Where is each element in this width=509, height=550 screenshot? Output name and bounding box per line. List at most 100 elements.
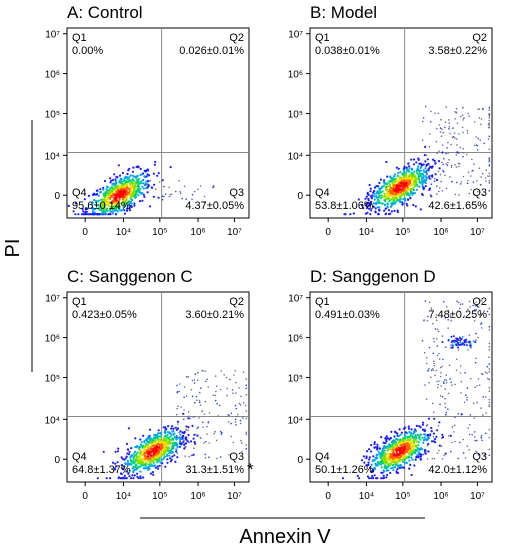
scatter-point <box>445 152 447 155</box>
scatter-point <box>214 375 217 377</box>
scatter-point <box>375 456 379 459</box>
scatter-point <box>487 175 489 177</box>
scatter-point <box>208 412 211 414</box>
scatter-point <box>117 199 120 202</box>
scatter-point <box>198 399 201 402</box>
scatter-point <box>383 209 386 212</box>
scatter-point <box>381 454 384 457</box>
scatter-point <box>183 418 185 421</box>
scatter-point <box>416 172 419 175</box>
scatter-point <box>188 455 190 458</box>
scatter-point <box>156 434 159 437</box>
quadrant-label-q3: Q3 <box>229 451 244 463</box>
scatter-point <box>103 194 106 197</box>
scatter-point <box>137 185 140 188</box>
scatter-point <box>403 439 406 442</box>
scatter-point <box>109 187 112 190</box>
scatter-point <box>219 456 222 458</box>
scatter-point <box>466 132 469 134</box>
scatter-point <box>488 109 491 111</box>
scatter-point <box>216 457 218 460</box>
scatter-point <box>372 469 375 472</box>
scatter-point <box>416 169 419 172</box>
scatter-point <box>430 307 433 309</box>
scatter-point <box>444 126 446 129</box>
scatter-point <box>454 440 456 443</box>
scatter-point <box>397 456 400 460</box>
scatter-point <box>423 452 426 454</box>
scatter-point <box>421 339 424 342</box>
scatter-point <box>390 186 393 190</box>
scatter-point <box>136 461 140 464</box>
y-tick-label: 10⁵ <box>288 110 303 121</box>
scatter-point <box>398 459 401 462</box>
scatter-point <box>463 341 466 344</box>
scatter-point <box>417 165 420 168</box>
scatter-point <box>215 201 217 203</box>
scatter-point <box>232 441 235 444</box>
scatter-point <box>136 472 139 475</box>
quadrant-value-q2: 3.58±0.22% <box>428 45 487 57</box>
scatter-point <box>472 315 474 318</box>
scatter-point <box>170 447 173 450</box>
scatter-point <box>410 158 413 161</box>
scatter-point <box>128 176 131 179</box>
scatter-point <box>468 334 471 337</box>
scatter-point <box>132 179 135 182</box>
scatter-point <box>430 183 433 185</box>
scatter-point <box>404 447 407 450</box>
scatter-point <box>138 447 141 450</box>
scatter-point <box>98 191 102 194</box>
scatter-point <box>398 428 401 431</box>
scatter-point <box>425 179 428 182</box>
scatter-point <box>157 432 160 435</box>
scatter-point <box>376 445 379 448</box>
scatter-point <box>423 449 426 453</box>
scatter-point <box>132 477 135 480</box>
scatter-point <box>463 315 466 317</box>
scatter-point <box>376 190 379 193</box>
scatter-point <box>72 210 75 213</box>
scatter-point <box>87 194 90 197</box>
scatter-point <box>409 463 412 466</box>
scatter-point <box>135 446 138 449</box>
scatter-point <box>387 463 390 466</box>
scatter-point <box>375 196 378 199</box>
scatter-point <box>155 436 159 439</box>
scatter-point <box>438 187 441 189</box>
scatter-point <box>438 421 441 424</box>
scatter-point <box>136 466 139 469</box>
scatter-point <box>131 474 134 477</box>
scatter-point <box>164 426 167 429</box>
scatter-point <box>95 200 98 203</box>
scatter-point <box>431 174 434 177</box>
scatter-point <box>474 341 477 344</box>
scatter-point <box>434 177 436 180</box>
panel-title: C: Sanggenon C <box>67 267 193 286</box>
scatter-point <box>393 188 396 191</box>
scatter-point <box>123 198 126 201</box>
scatter-point <box>96 477 99 480</box>
scatter-point <box>391 454 394 458</box>
panel-title: B: Model <box>310 3 377 22</box>
scatter-point <box>114 198 117 201</box>
scatter-point <box>389 452 392 456</box>
scatter-point <box>84 211 87 214</box>
scatter-point <box>389 467 393 470</box>
scatter-point <box>443 157 445 160</box>
scatter-point <box>123 458 126 461</box>
scatter-point <box>365 455 368 458</box>
scatter-point <box>383 195 386 198</box>
scatter-point <box>440 135 443 137</box>
scatter-point <box>109 177 112 180</box>
scatter-point <box>389 471 392 475</box>
scatter-point <box>365 457 368 460</box>
scatter-point <box>422 421 425 424</box>
scatter-point <box>93 208 96 211</box>
scatter-point <box>395 470 398 473</box>
scatter-point <box>206 433 208 436</box>
scatter-point <box>402 427 405 430</box>
quadrant-label-q2: Q2 <box>472 32 487 44</box>
scatter-point <box>168 452 171 455</box>
scatter-point <box>164 444 168 447</box>
